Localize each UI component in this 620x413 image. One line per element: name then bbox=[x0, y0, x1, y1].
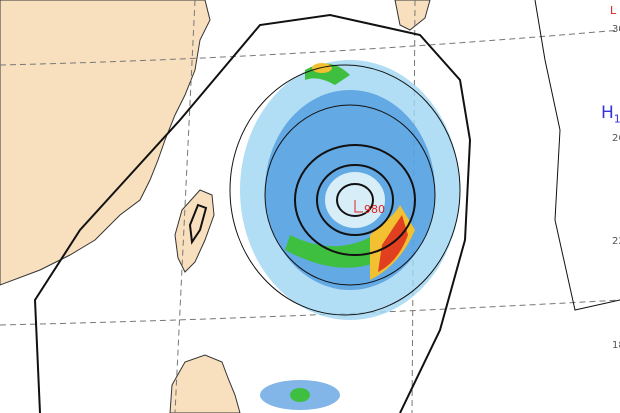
land-taiwan bbox=[174, 189, 215, 273]
lat-label-30: 30 bbox=[612, 24, 620, 35]
corner-low-label: L bbox=[610, 4, 617, 17]
center-low-pressure: 980 bbox=[364, 203, 385, 216]
land-luzon bbox=[169, 354, 241, 413]
precipitation-field bbox=[240, 60, 460, 410]
high-pressure-label: H10 bbox=[601, 103, 620, 126]
lat-label-26: 26 bbox=[612, 133, 620, 144]
land-japan bbox=[394, 0, 431, 31]
low-marker-icon bbox=[354, 200, 363, 213]
terrain-contour bbox=[188, 203, 208, 245]
lat-label-18: 18 bbox=[612, 340, 620, 351]
isobars bbox=[33, 0, 620, 413]
lat-label-22: 22 bbox=[612, 236, 620, 247]
